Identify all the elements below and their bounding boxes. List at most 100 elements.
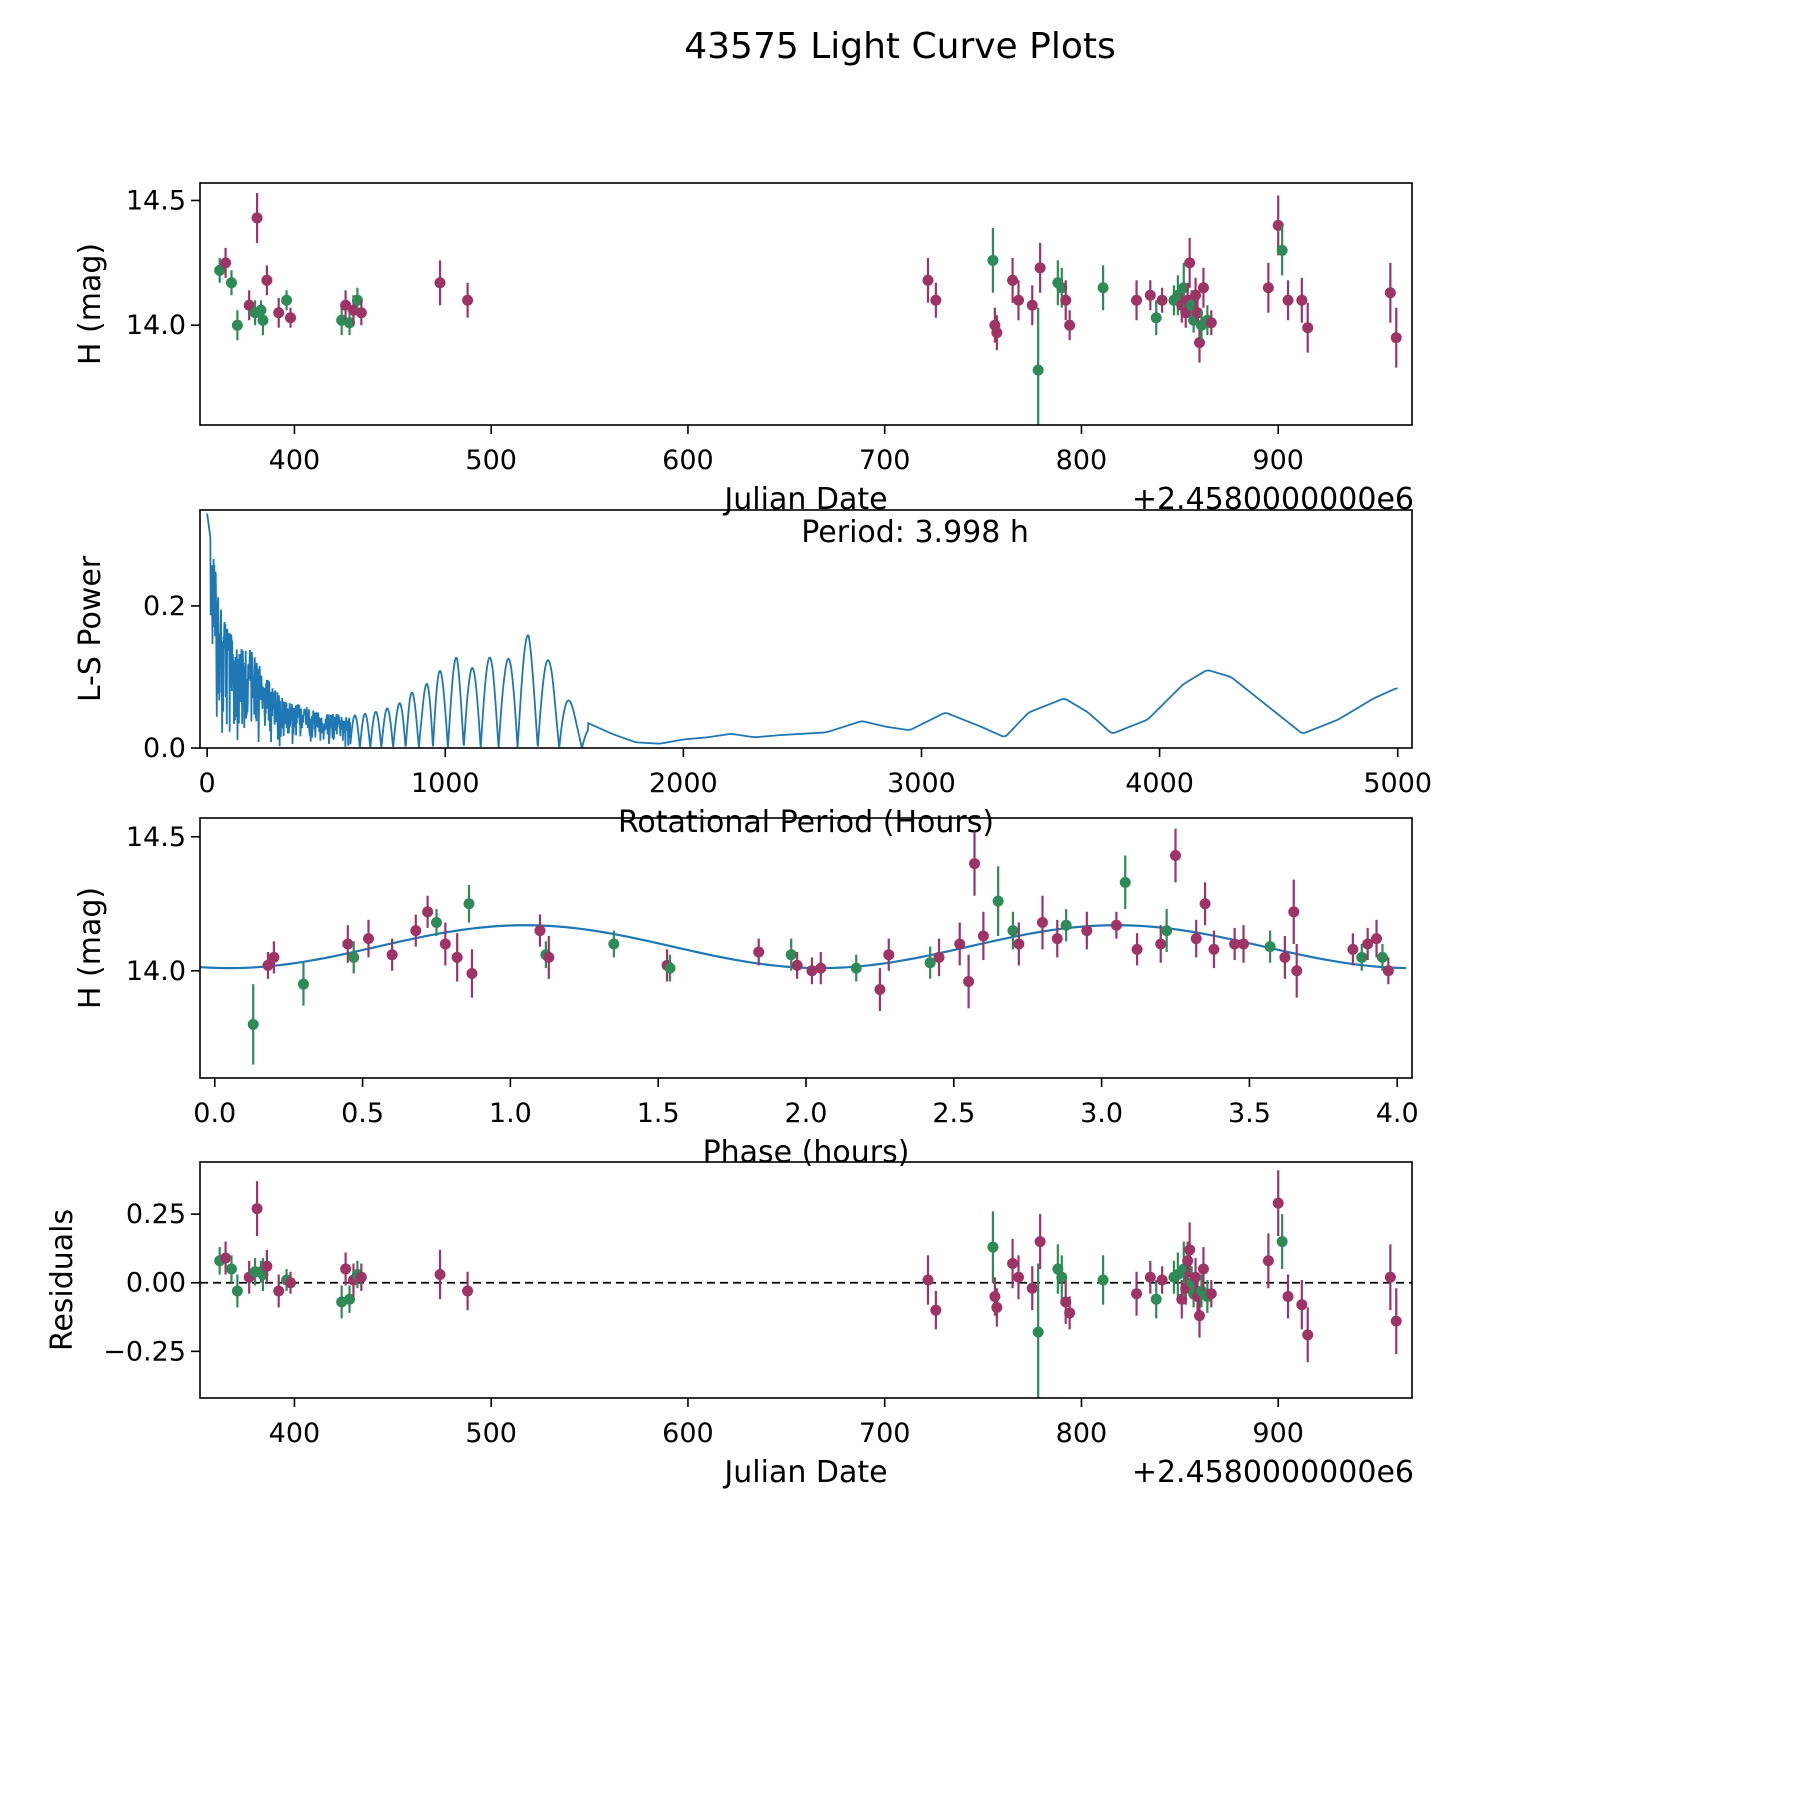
data-point [1384, 287, 1396, 299]
data-point [1184, 1244, 1196, 1256]
data-point [534, 925, 546, 937]
data-point [231, 1285, 243, 1297]
data-point [991, 327, 1003, 339]
data-point [220, 257, 232, 269]
data-point [1272, 1197, 1284, 1209]
data-point [977, 930, 989, 942]
data-point [1144, 1271, 1156, 1283]
data-point [1007, 274, 1019, 286]
x-tick-label: 600 [662, 1418, 714, 1449]
axes-frame [199, 509, 1413, 749]
data-point [850, 962, 862, 974]
panel-jd-magnitude: 400 500 600 700 800 900 14.0 14.5 Julian Date +2.… [73, 182, 1414, 517]
data-point [1156, 294, 1168, 306]
data-point [1052, 1263, 1064, 1275]
data-point [285, 1277, 297, 1289]
data-point [1347, 943, 1359, 955]
panel-ls-periodogram: 0 1000 2000 3000 4000 5000 0.0 0.2 Rotational Pe… [73, 509, 1432, 840]
data-point [1110, 919, 1122, 931]
y-axis-label: L-S Power [73, 555, 108, 702]
y-tick-label: 14.5 [126, 822, 186, 853]
x-tick-label: 400 [269, 1418, 321, 1449]
data-point [344, 1293, 356, 1305]
data-point [930, 294, 942, 306]
x-tick-label: 900 [1252, 1418, 1304, 1449]
y-axis-label: Residuals [45, 1209, 80, 1351]
data-point [225, 277, 237, 289]
data-point [1276, 1236, 1288, 1248]
data-point [1051, 933, 1063, 945]
data-point [1264, 941, 1276, 953]
x-axis-label: Phase (hours) [703, 1135, 910, 1170]
data-point [430, 917, 442, 929]
axis-offset-text: +2.4580000000e6 [1132, 482, 1414, 517]
data-point [466, 967, 478, 979]
data-point [1131, 1288, 1143, 1300]
data-point [815, 962, 827, 974]
data-point [1056, 1271, 1068, 1283]
data-point [664, 962, 676, 974]
data-point [362, 933, 374, 945]
data-point [355, 307, 367, 319]
data-point [1296, 294, 1308, 306]
data-point [251, 1203, 263, 1215]
data-point [1172, 289, 1184, 301]
data-point [1097, 282, 1109, 294]
x-tick-label: 4.0 [1376, 1098, 1419, 1129]
data-point [1034, 1236, 1046, 1248]
data-point [1194, 337, 1206, 349]
data-point [1156, 1274, 1168, 1286]
data-point [1034, 262, 1046, 274]
x-tick-label: 800 [1056, 445, 1108, 476]
data-point [1208, 943, 1220, 955]
x-tick-label: 2000 [649, 768, 718, 799]
data-point [1192, 307, 1204, 319]
data-point [1170, 850, 1182, 862]
data-point [1012, 1271, 1024, 1283]
data-point [1150, 312, 1162, 324]
data-point [933, 951, 945, 963]
sinusoid-fit-curve [200, 924, 1407, 970]
data-point [1279, 951, 1291, 963]
data-point [1262, 1255, 1274, 1267]
x-tick-label: 1000 [411, 768, 480, 799]
x-tick-label: 2.0 [785, 1098, 828, 1129]
x-tick-label: 3.5 [1228, 1098, 1271, 1129]
data-point [285, 312, 297, 324]
plot-area-phase-folded [200, 828, 1407, 1065]
data-point [1097, 1274, 1109, 1286]
data-point [1302, 322, 1314, 334]
axes-frame [199, 1161, 1413, 1399]
data-point [1276, 244, 1288, 256]
data-point [1282, 294, 1294, 306]
data-point [463, 898, 475, 910]
data-point [344, 317, 356, 329]
data-point [268, 951, 280, 963]
data-point [924, 957, 936, 969]
plot-area-residuals [200, 1170, 1412, 1398]
data-point [1205, 1288, 1217, 1300]
data-point [1161, 925, 1173, 937]
data-point [257, 314, 269, 326]
data-point [386, 949, 398, 961]
data-point [273, 1285, 285, 1297]
x-tick-label: 800 [1056, 1418, 1108, 1449]
data-point [1190, 933, 1202, 945]
data-point [1371, 933, 1383, 945]
data-point [1081, 925, 1093, 937]
axes-frame [199, 817, 1413, 1079]
data-point [422, 906, 434, 918]
x-tick-label: 700 [859, 445, 911, 476]
data-point [1262, 282, 1274, 294]
ls-power-curve [206, 513, 1398, 748]
data-point [1182, 1255, 1194, 1267]
data-point [1291, 965, 1303, 977]
data-point [1064, 1307, 1076, 1319]
data-point [434, 277, 446, 289]
data-point [1390, 332, 1402, 344]
data-point [883, 949, 895, 961]
data-point [1197, 1263, 1209, 1275]
x-tick-label: 2.5 [932, 1098, 975, 1129]
data-point [791, 959, 803, 971]
